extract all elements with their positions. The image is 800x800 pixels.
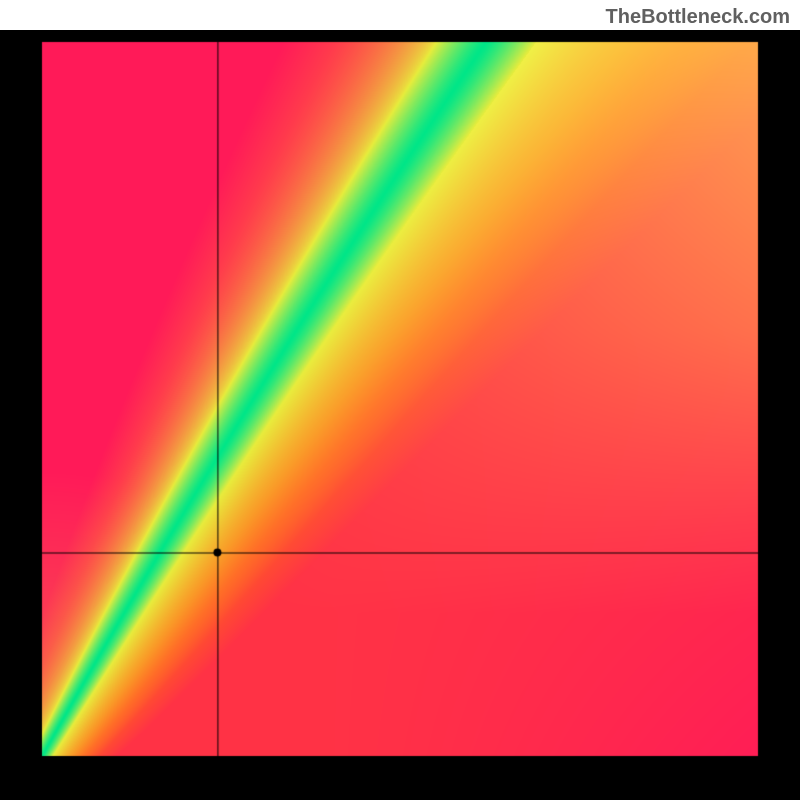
heatmap-canvas xyxy=(0,30,800,800)
watermark-text: TheBottleneck.com xyxy=(606,6,790,29)
heatmap-chart xyxy=(0,30,800,800)
